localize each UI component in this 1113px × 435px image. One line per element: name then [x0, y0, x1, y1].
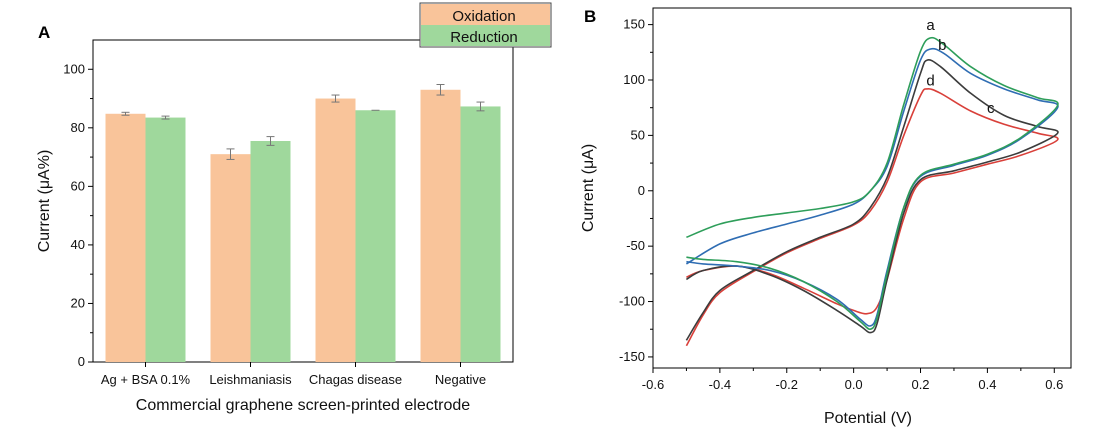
- y-tick-label-b: 100: [623, 72, 645, 87]
- x-tick-label-b: -0.2: [776, 377, 798, 392]
- curve-label-c: c: [987, 100, 995, 117]
- x-tick-label-b: -0.4: [709, 377, 731, 392]
- plot-frame-a: [92, 39, 514, 363]
- bar-reduction-1: [250, 140, 291, 362]
- bar-oxidation-1: [210, 154, 251, 362]
- y-tick-label-a: 80: [71, 120, 85, 135]
- bar-oxidation-0: [105, 113, 146, 362]
- curve-label-a: a: [926, 17, 935, 34]
- bar-oxidation-2: [315, 98, 356, 362]
- bar-reduction-2: [355, 110, 396, 362]
- y-axis-a: 0 20 40 60 80 100: [63, 61, 93, 369]
- x-axis-label-a: Commercial graphene screen-printed elect…: [136, 397, 470, 414]
- y-tick-label-a: 0: [78, 354, 85, 369]
- legend-label-oxidation: Oxidation: [452, 8, 515, 25]
- y-tick-label-b: -50: [626, 238, 645, 253]
- legend-label-reduction: Reduction: [450, 29, 518, 46]
- y-axis-label-b: Current (μA): [580, 144, 597, 232]
- y-tick-label-b: -100: [619, 294, 645, 309]
- x-tick-label-a: Chagas disease: [309, 372, 402, 387]
- x-tick-label-b: 0.0: [845, 377, 863, 392]
- curve-label-b: b: [938, 37, 946, 54]
- panel-label-b: B: [584, 7, 596, 26]
- cv-curve-d: [685, 88, 1059, 347]
- y-tick-label-b: 50: [631, 127, 645, 142]
- y-tick-label-a: 40: [71, 237, 85, 252]
- curve-labels-b: ab c d: [926, 17, 995, 117]
- x-axis-label-b: Potential (V): [824, 410, 912, 427]
- bar-reduction-0: [145, 117, 186, 362]
- y-axis-label-a: Current (μA%): [36, 150, 53, 253]
- x-tick-label-b: -0.6: [642, 377, 664, 392]
- bar-chart-panel-a: A 0 20 40 60 80 100 Ag + BSA 0.1% Leishmaniasi…: [36, 2, 552, 414]
- x-tick-label-b: 0.4: [978, 377, 996, 392]
- bars-a: [105, 83, 501, 362]
- x-axis-b: -0.6 -0.4 -0.2 0.0 0.2 0.4 0.6: [642, 368, 1063, 392]
- x-tick-label-b: 0.2: [911, 377, 929, 392]
- y-tick-label-b: 150: [623, 17, 645, 32]
- cv-curve-b: [685, 47, 1059, 327]
- x-tick-label-a: Ag + BSA 0.1%: [101, 372, 191, 387]
- cv-chart-panel-b: B -150 -100 -50 0 50 100 150 -0.6 -0.4 -0.2 0.0 0.…: [580, 7, 1072, 427]
- legend-swatch-oxidation: [421, 4, 550, 25]
- x-tick-label-a: Negative: [435, 372, 486, 387]
- x-tick-label-b: 0.6: [1045, 377, 1063, 392]
- y-tick-label-a: 60: [71, 178, 85, 193]
- cv-curve-c: [685, 59, 1059, 341]
- curves-b: [685, 36, 1059, 347]
- legend-swatch-reduction: [421, 25, 550, 46]
- x-tick-label-a: Leishmaniasis: [209, 372, 292, 387]
- cv-curve-a: [686, 36, 1059, 331]
- y-tick-label-a: 100: [63, 61, 85, 76]
- bar-reduction-3: [460, 106, 501, 362]
- curve-label-d: d: [926, 73, 934, 90]
- y-tick-label-a: 20: [71, 295, 85, 310]
- legend-a: Oxidation Reduction: [419, 2, 552, 48]
- y-tick-label-b: -150: [619, 349, 645, 364]
- x-axis-a: Ag + BSA 0.1% Leishmaniasis Chagas disease…: [101, 362, 486, 387]
- plot-frame-b: [652, 7, 1072, 369]
- y-axis-b: -150 -100 -50 0 50 100 150: [619, 17, 653, 364]
- bar-oxidation-3: [420, 89, 461, 362]
- panel-label-a: A: [38, 23, 50, 42]
- y-tick-label-b: 0: [638, 183, 645, 198]
